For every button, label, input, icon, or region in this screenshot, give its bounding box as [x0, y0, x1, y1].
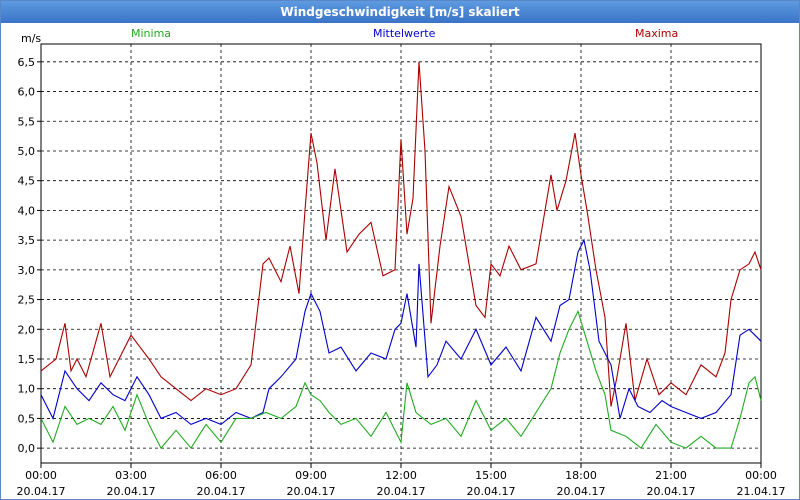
x-tick-date: 20.04.17: [467, 485, 516, 498]
x-tick-time: 06:00: [205, 469, 237, 482]
x-tick-time: 12:00: [385, 469, 417, 482]
series-line-max: [40, 61, 762, 407]
x-tick-date: 20.04.17: [557, 485, 606, 498]
y-tick-label: 3,0: [18, 264, 36, 277]
x-tick-time: 21:00: [655, 469, 687, 482]
y-tick-label: 2,0: [18, 323, 36, 336]
x-tick-time: 00:00: [745, 469, 777, 482]
y-tick-label: 4,5: [18, 175, 36, 188]
series-line-mean: [40, 238, 762, 426]
x-tick-date: 20.04.17: [17, 485, 66, 498]
legend-maxima: Maxima: [635, 27, 679, 40]
x-tick-time: 18:00: [565, 469, 597, 482]
legend-minima: Minima: [131, 27, 172, 40]
x-tick-date: 20.04.17: [377, 485, 426, 498]
y-tick-label: 6,5: [18, 56, 36, 69]
series-line-min: [40, 309, 762, 450]
x-tick-time: 09:00: [295, 469, 327, 482]
x-tick-date: 20.04.17: [107, 485, 156, 498]
x-tick-time: 15:00: [475, 469, 507, 482]
line-chart: m/s 0,0 0,5 1,0 1,5 2,0 2,5 3,0 3,5 4,0 4,5 5,0 5,5 6…: [17, 32, 786, 498]
y-tick-label: 0,0: [18, 442, 36, 455]
y-tick-label: 4,0: [18, 204, 36, 217]
y-tick-label: 1,5: [18, 353, 36, 366]
x-tick-date: 20.04.17: [287, 485, 336, 498]
legend-mittelwerte: Mittelwerte: [373, 27, 436, 40]
y-tick-label: 3,5: [18, 234, 36, 247]
x-tick-date: 20.04.17: [197, 485, 246, 498]
y-tick-label: 1,0: [18, 383, 36, 396]
y-axis-unit: m/s: [21, 32, 41, 45]
x-tick-time: 03:00: [115, 469, 147, 482]
chart-title: Windgeschwindigkeit [m/s] skaliert: [1, 1, 799, 23]
x-tick-date: 20.04.17: [647, 485, 696, 498]
y-tick-label: 0,5: [18, 412, 36, 425]
y-tick-label: 6,0: [18, 86, 36, 99]
y-tick-label: 2,5: [18, 294, 36, 307]
x-tick-time: 00:00: [25, 469, 57, 482]
y-tick-label: 5,5: [18, 115, 36, 128]
x-tick-date: 21.04.17: [737, 485, 786, 498]
y-tick-label: 5,0: [18, 145, 36, 158]
